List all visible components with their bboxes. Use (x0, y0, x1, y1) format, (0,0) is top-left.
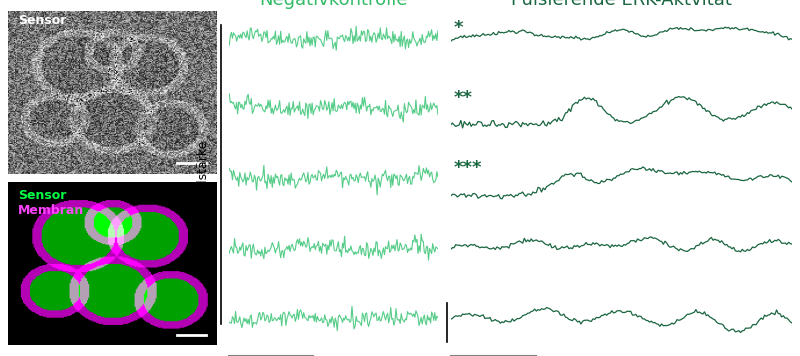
Text: Signalstärke: Signalstärke (196, 139, 210, 217)
Text: *: * (454, 19, 463, 37)
Text: ***: *** (454, 159, 482, 177)
Text: **: ** (454, 89, 473, 107)
Text: Sensor: Sensor (18, 189, 66, 202)
Title: Negativkontrolle: Negativkontrolle (259, 0, 408, 9)
Title: Pulsierende ERK-Aktvität: Pulsierende ERK-Aktvität (511, 0, 732, 9)
Text: Sensor: Sensor (18, 14, 66, 27)
Text: Membran: Membran (18, 204, 84, 217)
